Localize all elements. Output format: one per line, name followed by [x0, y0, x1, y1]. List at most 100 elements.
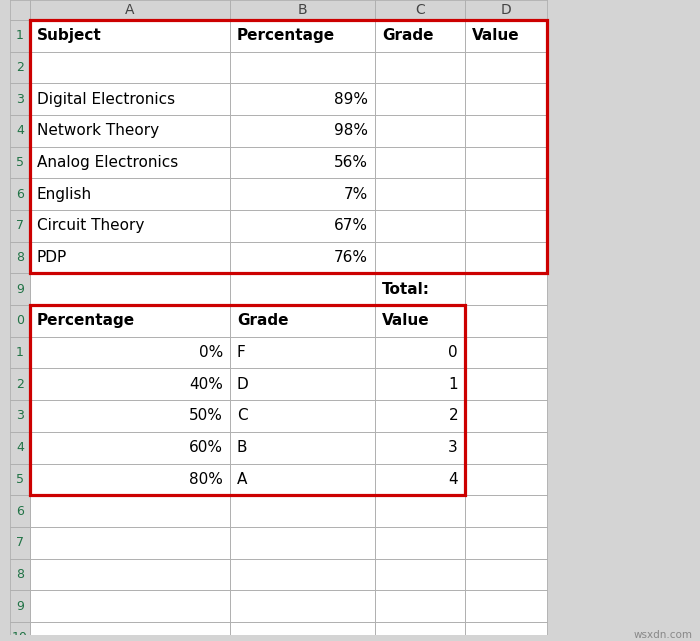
- Bar: [465, 0, 547, 20]
- Text: 3: 3: [16, 92, 24, 106]
- Text: Percentage: Percentage: [37, 313, 135, 328]
- Text: 89%: 89%: [334, 92, 368, 106]
- Bar: [10, 463, 30, 495]
- Text: B: B: [298, 3, 307, 17]
- Bar: [10, 115, 30, 147]
- Bar: [230, 495, 375, 527]
- Text: Total:: Total:: [382, 281, 430, 297]
- Bar: [230, 558, 375, 590]
- Text: 67%: 67%: [334, 219, 368, 233]
- Text: 7: 7: [16, 537, 24, 549]
- Bar: [465, 20, 547, 51]
- Bar: [465, 432, 547, 463]
- Text: English: English: [37, 187, 92, 202]
- Bar: [10, 178, 30, 210]
- Text: 10: 10: [12, 631, 28, 641]
- Bar: [30, 337, 230, 369]
- Text: 76%: 76%: [334, 250, 368, 265]
- Bar: [465, 51, 547, 83]
- Bar: [10, 622, 30, 641]
- Bar: [230, 337, 375, 369]
- Text: A: A: [125, 3, 134, 17]
- Text: 5: 5: [16, 473, 24, 486]
- Bar: [30, 590, 230, 622]
- Bar: [230, 178, 375, 210]
- Text: 8: 8: [16, 568, 24, 581]
- Text: Grade: Grade: [237, 313, 288, 328]
- Bar: [30, 178, 230, 210]
- Bar: [465, 83, 547, 115]
- Bar: [230, 463, 375, 495]
- Bar: [230, 83, 375, 115]
- Bar: [375, 0, 465, 20]
- Text: Analog Electronics: Analog Electronics: [37, 155, 178, 170]
- Bar: [375, 20, 465, 51]
- Text: 6: 6: [16, 188, 24, 201]
- Bar: [375, 622, 465, 641]
- Bar: [375, 590, 465, 622]
- Bar: [30, 558, 230, 590]
- Bar: [230, 305, 375, 337]
- Text: 9: 9: [16, 599, 24, 613]
- Text: 7%: 7%: [344, 187, 368, 202]
- Text: Value: Value: [382, 313, 430, 328]
- Bar: [230, 400, 375, 432]
- Bar: [10, 558, 30, 590]
- Bar: [10, 432, 30, 463]
- Bar: [375, 369, 465, 400]
- Bar: [230, 210, 375, 242]
- Bar: [465, 273, 547, 305]
- Bar: [30, 495, 230, 527]
- Bar: [465, 495, 547, 527]
- Bar: [465, 622, 547, 641]
- Bar: [30, 147, 230, 178]
- Bar: [10, 400, 30, 432]
- Text: C: C: [237, 408, 248, 424]
- Bar: [375, 463, 465, 495]
- Text: 56%: 56%: [334, 155, 368, 170]
- Text: 8: 8: [16, 251, 24, 264]
- Bar: [375, 210, 465, 242]
- Text: D: D: [237, 377, 248, 392]
- Text: 60%: 60%: [189, 440, 223, 455]
- Bar: [30, 305, 465, 495]
- Bar: [10, 369, 30, 400]
- Bar: [30, 305, 230, 337]
- Bar: [465, 147, 547, 178]
- Bar: [465, 337, 547, 369]
- Text: 1: 1: [16, 346, 24, 359]
- Bar: [30, 51, 230, 83]
- Bar: [230, 369, 375, 400]
- Bar: [230, 590, 375, 622]
- Bar: [10, 210, 30, 242]
- Text: Value: Value: [472, 28, 519, 43]
- Bar: [375, 83, 465, 115]
- Bar: [10, 305, 30, 337]
- Text: Subject: Subject: [37, 28, 102, 43]
- Text: 4: 4: [16, 124, 24, 137]
- Text: Grade: Grade: [382, 28, 433, 43]
- Bar: [30, 622, 230, 641]
- Bar: [10, 20, 30, 51]
- Bar: [10, 147, 30, 178]
- Text: 1: 1: [16, 29, 24, 42]
- Bar: [375, 115, 465, 147]
- Bar: [30, 400, 230, 432]
- Text: 0: 0: [16, 314, 24, 328]
- Text: 0: 0: [449, 345, 458, 360]
- Text: 40%: 40%: [189, 377, 223, 392]
- Text: A: A: [237, 472, 247, 487]
- Bar: [230, 115, 375, 147]
- Bar: [375, 178, 465, 210]
- Bar: [10, 273, 30, 305]
- Bar: [465, 242, 547, 273]
- Text: 3: 3: [448, 440, 458, 455]
- Bar: [230, 527, 375, 558]
- Bar: [10, 590, 30, 622]
- Bar: [465, 210, 547, 242]
- Bar: [230, 20, 375, 51]
- Bar: [10, 495, 30, 527]
- Bar: [465, 527, 547, 558]
- Bar: [30, 432, 230, 463]
- Text: 2: 2: [16, 61, 24, 74]
